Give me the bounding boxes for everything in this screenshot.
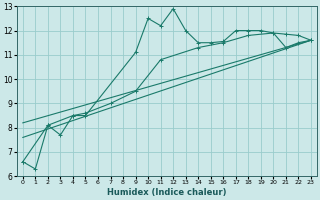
X-axis label: Humidex (Indice chaleur): Humidex (Indice chaleur) bbox=[107, 188, 227, 197]
